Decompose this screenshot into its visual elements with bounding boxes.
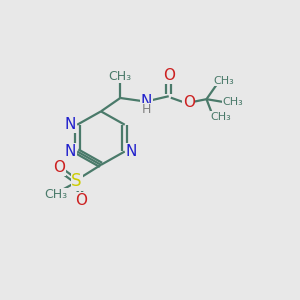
Text: O: O [163, 68, 175, 83]
Text: N: N [141, 94, 152, 109]
Text: CH₃: CH₃ [44, 188, 67, 201]
Text: N: N [126, 144, 137, 159]
Text: S: S [71, 172, 82, 190]
Text: CH₃: CH₃ [210, 112, 231, 122]
Text: N: N [65, 117, 76, 132]
Text: CH₃: CH₃ [109, 70, 132, 83]
Text: CH₃: CH₃ [222, 97, 243, 107]
Text: H: H [142, 103, 151, 116]
Text: O: O [183, 95, 195, 110]
Text: CH₃: CH₃ [213, 76, 234, 86]
Text: O: O [75, 193, 87, 208]
Text: N: N [65, 144, 76, 159]
Text: O: O [53, 160, 65, 175]
